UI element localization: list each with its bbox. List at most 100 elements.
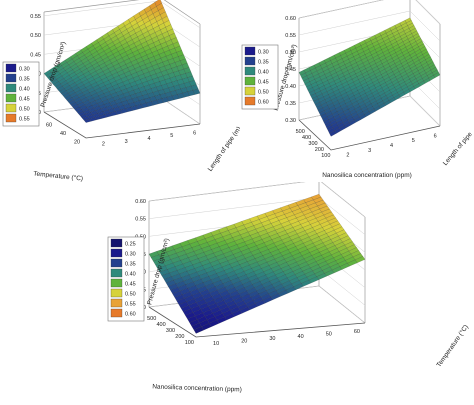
legend-swatch	[110, 288, 123, 298]
x-axis-ticks: 60 40 20	[46, 122, 80, 145]
y-axis-title: Temperature (°C)	[435, 323, 470, 368]
y-tick-label: 5	[170, 133, 173, 139]
y-tick-label: 10	[213, 341, 219, 347]
legend-swatch	[5, 83, 17, 93]
legend-swatch	[110, 298, 123, 308]
legend-label: 0.50	[125, 292, 136, 298]
z-tick-label: 0.35	[285, 101, 296, 107]
y-tick-label: 20	[241, 339, 247, 345]
legend-swatch	[5, 73, 17, 83]
legend-swatch	[244, 86, 256, 96]
surface-plot-nanosilica-length: 0.30 0.35 0.40 0.45 0.50 0.55 0.60 500 400 300 200…	[237, 0, 474, 195]
legend-swatch	[5, 93, 17, 103]
z-tick-label: 0.50	[285, 50, 296, 56]
x-tick-label: 400	[157, 322, 166, 328]
legend-swatch	[110, 238, 123, 248]
x-tick-label: 60	[46, 122, 52, 128]
legend-swatch	[110, 278, 123, 288]
surface-mesh	[298, 17, 441, 137]
legend-label: 0.50	[258, 90, 269, 96]
z-tick-label: 0.45	[285, 67, 296, 73]
x-tick-label: 40	[60, 131, 66, 137]
x-tick-label: 400	[302, 135, 311, 141]
y-tick-label: 4	[390, 143, 393, 149]
y-tick-label: 2	[102, 142, 105, 148]
x-tick-label: 100	[185, 340, 194, 346]
legend-swatch	[244, 76, 256, 86]
y-axis-title: Length of pipe	[442, 131, 474, 167]
y-tick-label: 2	[346, 153, 349, 159]
y-tick-label: 5	[412, 138, 415, 144]
y-tick-label: 3	[125, 139, 128, 145]
y-tick-label: 30	[269, 336, 275, 342]
legend-swatch	[110, 248, 123, 258]
z-tick-label: 0.55	[285, 33, 296, 39]
surface-mesh	[43, 0, 201, 123]
z-axis-ticks: 0.30 0.35 0.40 0.45 0.50 0.55 0.60	[285, 16, 296, 124]
legend-label: 0.45	[258, 80, 269, 86]
x-tick-label: 20	[74, 140, 80, 146]
y-axis-ticks: 2 3 4 5 6	[102, 130, 196, 147]
legend: 0.30 0.35 0.40 0.45 0.50 0.55	[2, 61, 40, 127]
z-tick-label: 0.55	[135, 217, 146, 223]
legend-label: 0.30	[258, 50, 269, 56]
legend-label: 0.40	[125, 272, 136, 278]
y-tick-label: 4	[147, 136, 150, 142]
y-axis-title: Length of pipe (m)	[207, 126, 240, 173]
surface-plot-nanosilica-temperature: 0.300.350.400.450.500.550.60500400300200…	[105, 182, 474, 405]
legend-swatch	[110, 268, 123, 278]
z-tick-label: 0.45	[30, 52, 41, 58]
legend-swatch	[244, 96, 256, 106]
legend-label: 0.30	[19, 67, 30, 73]
legend-label: 0.40	[258, 70, 269, 76]
legend-label: 0.60	[258, 100, 269, 106]
z-tick-label: 0.40	[285, 84, 296, 90]
x-tick-label: 500	[296, 129, 305, 135]
legend-swatch	[110, 258, 123, 268]
z-tick-label: 0.55	[30, 14, 41, 20]
legend: 0.25 0.30 0.35 0.40 0.45 0.50 0.55 0.60	[107, 236, 145, 322]
x-tick-label: 200	[315, 147, 324, 153]
legend-label: 0.35	[258, 60, 269, 66]
x-tick-label: 300	[166, 328, 175, 334]
x-axis-title: Temperature (°C)	[33, 169, 83, 182]
y-axis-ticks: 2 3 4 5 6	[346, 133, 436, 158]
y-tick-label: 6	[434, 133, 437, 139]
x-tick-label: 100	[321, 153, 330, 159]
y-axis-ticks: 10 20 30 40 50 60	[213, 329, 360, 347]
legend-label: 0.30	[125, 252, 136, 258]
x-tick-label: 200	[175, 334, 184, 340]
z-tick-label: 0.50	[30, 33, 41, 39]
legend-swatch	[110, 308, 123, 318]
legend-label: 0.45	[19, 97, 30, 103]
legend-swatch	[5, 63, 17, 73]
legend: 0.30 0.35 0.40 0.45 0.50 0.60	[241, 44, 279, 110]
legend-label: 0.55	[19, 117, 30, 123]
legend-label: 0.45	[125, 282, 136, 288]
legend-label: 0.35	[125, 262, 136, 268]
y-tick-label: 60	[354, 329, 360, 335]
legend-swatch	[244, 66, 256, 76]
legend-label: 0.25	[125, 242, 136, 248]
x-tick-label: 500	[147, 316, 156, 322]
x-tick-label: 300	[308, 141, 317, 147]
surface-mesh	[148, 193, 366, 334]
chart-svg: 0.30 0.35 0.40 0.45 0.50 0.55 0.60 500400300200…	[241, 0, 474, 179]
legend-swatch	[244, 46, 256, 56]
y-tick-label: 50	[326, 332, 332, 338]
legend-label: 0.50	[19, 107, 30, 113]
x-axis-title: Nanosilica concentration (ppm)	[152, 383, 242, 393]
legend-label: 0.40	[19, 87, 30, 93]
legend-label: 0.35	[19, 77, 30, 83]
chart-svg: 0.300.350.400.450.500.550.60500400300200…	[107, 182, 470, 394]
z-tick-label: 0.30	[285, 118, 296, 124]
legend-swatch	[5, 103, 17, 113]
y-tick-label: 6	[193, 130, 196, 136]
legend-label: 0.60	[125, 312, 136, 318]
y-tick-label: 3	[368, 148, 371, 154]
legend-swatch	[244, 56, 256, 66]
x-axis-title: Nanosilica concentration (ppm)	[322, 172, 412, 179]
z-tick-label: 0.60	[285, 16, 296, 22]
